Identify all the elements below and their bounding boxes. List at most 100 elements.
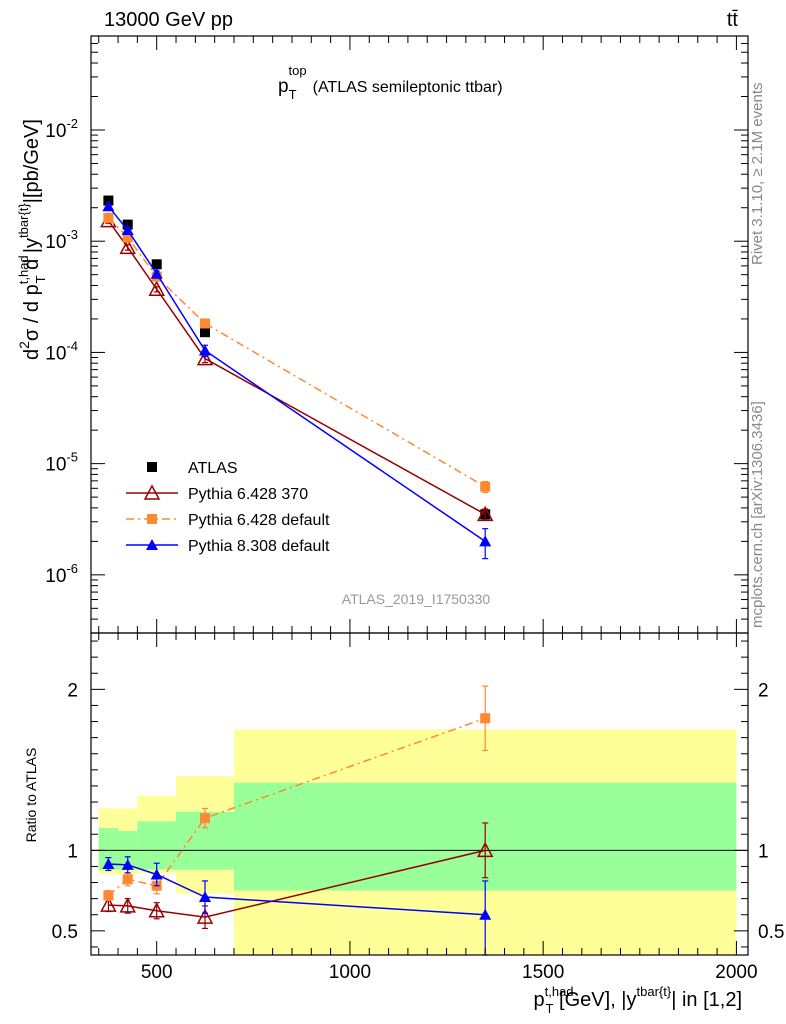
main-data-point <box>199 344 212 356</box>
ratio-y-tick-label: 2 <box>67 680 78 701</box>
y-tick-base: 10 <box>45 343 66 364</box>
ratio-band-green <box>98 827 119 870</box>
legend-marker <box>143 484 161 500</box>
legend-marker <box>146 539 158 550</box>
y-tick-label: 10-6 <box>45 561 78 587</box>
legend-label: Pythia 6.428 default <box>188 512 330 529</box>
ratio-data-point <box>150 868 163 880</box>
xlabel-p1: p <box>534 989 545 1011</box>
ylabel-p4: |[pb/GeV] <box>21 119 43 203</box>
main-data-point <box>103 212 114 223</box>
main-data-point <box>196 350 214 366</box>
y-tick-base: 10 <box>45 455 66 476</box>
title-rest: (ATLAS semileptonic ttbar) <box>313 79 503 96</box>
ratio-band-green <box>137 821 177 870</box>
title-sub: T <box>289 87 297 102</box>
xlabel-b1: T <box>546 1001 554 1016</box>
ratio-series-2 <box>102 856 492 956</box>
main-data-point <box>121 224 134 236</box>
main-data-point <box>480 481 491 492</box>
legend-label: ATLAS <box>188 460 238 477</box>
ratio-data-point <box>480 713 491 724</box>
ratio-data-point <box>122 874 133 885</box>
main-data-point <box>150 267 163 279</box>
xlabel-p3: | in [1,2] <box>671 989 742 1011</box>
main-data-point <box>151 259 162 270</box>
main-series-3 <box>102 200 492 560</box>
main-series-line <box>107 220 486 515</box>
ratio-data-point <box>102 858 115 870</box>
y-tick-label: 10-3 <box>45 227 78 253</box>
ratio-y-tick-label-right: 2 <box>758 680 769 701</box>
main-data-point <box>200 327 211 338</box>
ratio-data-point <box>200 813 211 824</box>
title-main: p <box>278 76 289 97</box>
analysis-id: ATLAS_2019_I1750330 <box>342 591 491 607</box>
main-series-2 <box>103 212 491 494</box>
axis-ticks <box>91 35 748 955</box>
legend-label: Pythia 8.308 default <box>188 538 330 555</box>
x-tick-label: 2000 <box>715 962 757 983</box>
y-tick-exp: -2 <box>66 116 78 131</box>
xlabel-s1: t,had <box>545 984 574 999</box>
y-tick-base: 10 <box>45 566 66 587</box>
ratio-data-point <box>121 858 134 870</box>
mcplots-label: mcplots.cern.ch [arXiv:1306.3436] <box>749 401 766 628</box>
plot-title: pTtop (ATLAS semileptonic ttbar) <box>278 63 503 102</box>
header-right: tt̄ <box>727 9 739 31</box>
main-data-point <box>119 238 136 255</box>
main-data-point <box>200 318 211 329</box>
x-axis-label: pt,had T [GeV], |ytbar{t}| in [1,2] <box>534 984 743 1016</box>
ratio-uncertainty-bands <box>98 729 737 955</box>
legend-marker <box>147 462 157 472</box>
title-sup: top <box>289 63 307 78</box>
x-tick-label: 1000 <box>329 962 371 983</box>
rivet-version-label: Rivet 3.1.10, ≥ 2.1M events <box>749 83 766 266</box>
ylabel-b2: T <box>33 275 48 283</box>
ylabel-p1: d <box>21 349 43 360</box>
y-tick-base: 10 <box>45 121 66 142</box>
main-y-axis-label: d2σ / d pt,had T d |ytbar{t}|[pb/GeV] <box>16 119 48 360</box>
ratio-data-point <box>103 890 114 901</box>
main-series-0 <box>103 195 491 520</box>
main-data-point <box>148 280 165 296</box>
ratio-plot-series <box>100 685 494 956</box>
y-tick-label: 10-2 <box>45 116 78 142</box>
xlabel-p2: [GeV], |y <box>554 989 637 1011</box>
ratio-data-point <box>476 841 494 858</box>
y-tick-exp: -5 <box>66 450 78 465</box>
ratio-y-axis-label: Ratio to ATLAS <box>23 748 39 843</box>
ratio-data-point <box>196 908 214 924</box>
ratio-y-tick-label-right: 0.5 <box>758 922 784 943</box>
y-tick-exp: -6 <box>66 561 78 576</box>
xlabel-s2: tbar{t} <box>637 984 672 999</box>
ratio-y-tick-label: 0.5 <box>52 922 78 943</box>
x-tick-label: 500 <box>141 962 173 983</box>
x-tick-label: 1500 <box>522 962 564 983</box>
ratio-data-point <box>119 897 136 913</box>
main-data-point <box>479 535 492 547</box>
y-tick-exp: -4 <box>66 338 78 353</box>
y-tick-label: 10-4 <box>45 338 78 364</box>
y-tick-base: 10 <box>45 232 66 253</box>
ratio-data-point <box>199 891 212 903</box>
legend: ATLAS Pythia 6.428 370 Pythia 6.428 defaul… <box>126 460 330 555</box>
ylabel-s3: tbar{t} <box>16 203 31 238</box>
y-tick-exp: -3 <box>66 227 78 242</box>
ratio-y-tick-label-right: 1 <box>758 841 769 862</box>
ratio-y-tick-label: 1 <box>67 841 78 862</box>
ratio-data-point <box>100 896 117 912</box>
ratio-data-point <box>148 902 165 918</box>
header-left: 13000 GeV pp <box>104 9 233 31</box>
main-series-line <box>107 217 486 488</box>
main-data-point <box>476 505 494 522</box>
ylabel-p2: σ / d p <box>21 284 43 341</box>
legend-label: Pythia 6.428 370 <box>188 486 308 503</box>
main-data-point <box>122 232 133 243</box>
ylabel-s1: 2 <box>16 341 32 349</box>
legend-marker <box>147 514 157 524</box>
ylabel-s2: t,had <box>16 255 31 284</box>
ratio-data-point <box>479 908 492 920</box>
